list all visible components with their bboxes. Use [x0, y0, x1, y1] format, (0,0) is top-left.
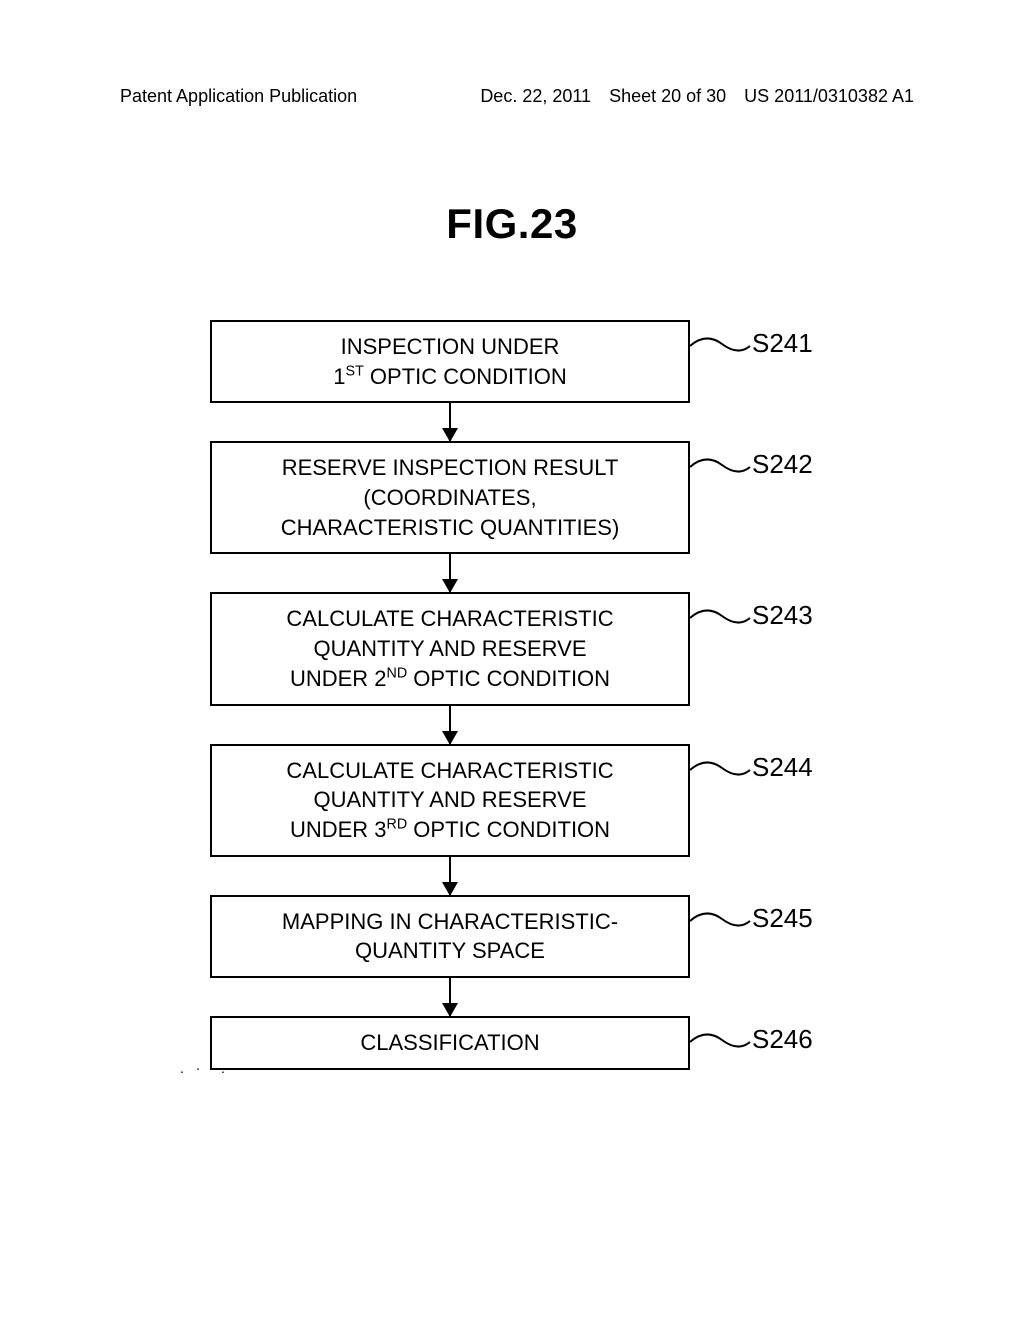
step-ref-label: S246	[752, 1022, 813, 1057]
flow-step-box: CALCULATE CHARACTERISTICQUANTITY AND RES…	[210, 592, 690, 705]
decorative-dots: . · ·.	[180, 1060, 229, 1076]
flow-step-box: RESERVE INSPECTION RESULT(COORDINATES,CH…	[210, 441, 690, 554]
step-ref-label: S243	[752, 598, 813, 633]
flow-arrow	[449, 978, 451, 1016]
header-right-group: Dec. 22, 2011 Sheet 20 of 30 US 2011/031…	[480, 86, 914, 107]
figure-title: FIG.23	[0, 200, 1024, 248]
step-ref-label: S242	[752, 447, 813, 482]
flow-step-box: CALCULATE CHARACTERISTICQUANTITY AND RES…	[210, 744, 690, 857]
flow-arrow	[449, 706, 451, 744]
flow-arrow	[449, 554, 451, 592]
page-header: Patent Application Publication Dec. 22, …	[0, 86, 1024, 107]
flow-arrow	[449, 403, 451, 441]
step-ref-label: S241	[752, 326, 813, 361]
header-pubno: US 2011/0310382 A1	[744, 86, 914, 107]
flowchart: INSPECTION UNDER1ST OPTIC CONDITIONS241 R…	[210, 320, 690, 1070]
flow-step-box: CLASSIFICATIONS246	[210, 1016, 690, 1070]
flow-step-box: MAPPING IN CHARACTERISTIC-QUANTITY SPACE…	[210, 895, 690, 978]
header-sheet: Sheet 20 of 30	[609, 86, 726, 107]
step-ref-label: S245	[752, 901, 813, 936]
step-ref-label: S244	[752, 750, 813, 785]
header-publication: Patent Application Publication	[120, 86, 357, 107]
flow-arrow	[449, 857, 451, 895]
flow-step-box: INSPECTION UNDER1ST OPTIC CONDITIONS241	[210, 320, 690, 403]
header-date: Dec. 22, 2011	[480, 86, 591, 107]
